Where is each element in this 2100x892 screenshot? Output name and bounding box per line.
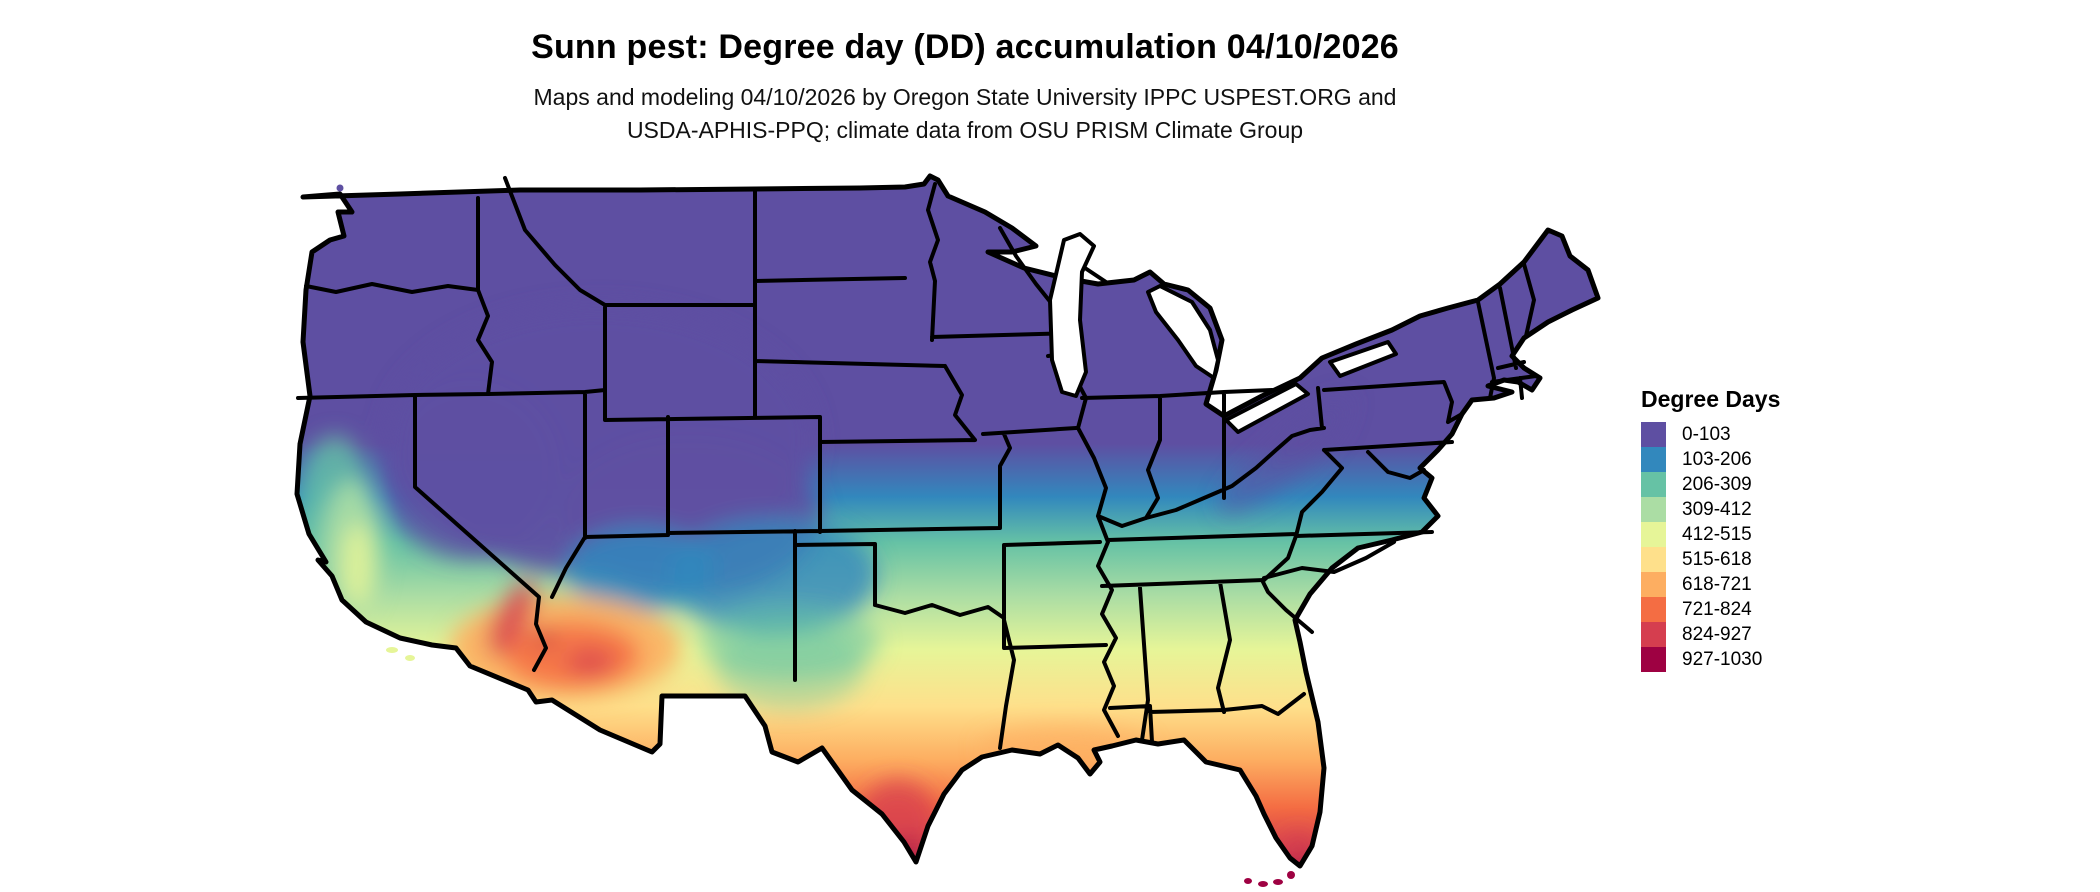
legend-label: 0-103 (1682, 423, 1731, 445)
legend-title: Degree Days (1641, 386, 1781, 412)
legend-entry: 412-515 (1641, 522, 1780, 547)
lake-huron (1146, 284, 1220, 380)
state-borders (296, 176, 1538, 750)
legend-swatch (1641, 572, 1666, 597)
lake-erie (1224, 382, 1310, 434)
legend: Degree Days 0-103 103-206 206-309 309-412 41… (1641, 386, 1780, 672)
subtitle-line-1: Maps and modeling 04/10/2026 by Oregon S… (533, 84, 1397, 110)
page-title: Sunn pest: Degree day (DD) accumulation … (531, 28, 1399, 66)
legend-label: 412-515 (1682, 523, 1752, 545)
legend-entry: 824-927 (1641, 622, 1780, 647)
channel-island-dot (405, 655, 415, 661)
legend-label: 309-412 (1682, 498, 1752, 520)
florida-keys-dot (1287, 871, 1295, 879)
legend-entry: 515-618 (1641, 547, 1780, 572)
florida-keys-dot (1258, 881, 1268, 887)
legend-label: 206-309 (1682, 473, 1752, 495)
legend-swatch (1641, 447, 1666, 472)
florida-keys-dot (1273, 879, 1283, 885)
legend-swatch (1641, 622, 1666, 647)
legend-label: 103-206 (1682, 448, 1752, 470)
legend-label: 515-618 (1682, 548, 1752, 570)
legend-swatch (1641, 647, 1666, 672)
subtitle-line-2: USDA-APHIS-PPQ; climate data from OSU PR… (626, 117, 1304, 143)
florida-keys-dot (1244, 878, 1252, 884)
legend-swatch (1641, 472, 1666, 497)
title-block: Sunn pest: Degree day (DD) accumulation … (260, 0, 1670, 147)
legend-swatch (1641, 422, 1666, 447)
legend-swatch (1641, 597, 1666, 622)
lake-ontario (1328, 340, 1398, 378)
legend-swatch (1641, 497, 1666, 522)
legend-label: 927-1030 (1682, 648, 1763, 670)
legend-label: 618-721 (1682, 573, 1752, 595)
channel-island-dot (386, 647, 398, 653)
great-lakes (1048, 232, 1398, 434)
legend-entry: 206-309 (1641, 472, 1780, 497)
legend-entry: 618-721 (1641, 572, 1780, 597)
islands (336, 184, 1295, 887)
legend-entries: 0-103 103-206 206-309 309-412 412-515 515-618… (1641, 422, 1780, 672)
lake-michigan (1048, 232, 1096, 398)
legend-swatch (1641, 522, 1666, 547)
san-juan-island-dot (336, 184, 344, 192)
legend-label: 824-927 (1682, 623, 1752, 645)
legend-entry: 721-824 (1641, 597, 1780, 622)
legend-entry: 927-1030 (1641, 647, 1780, 672)
legend-entry: 309-412 (1641, 497, 1780, 522)
page-subtitle: Maps and modeling 04/10/2026 by Oregon S… (260, 81, 1670, 147)
us-outline (294, 173, 1601, 869)
legend-swatch (1641, 547, 1666, 572)
legend-entry: 0-103 (1641, 422, 1780, 447)
legend-label: 721-824 (1682, 598, 1752, 620)
legend-entry: 103-206 (1641, 447, 1780, 472)
